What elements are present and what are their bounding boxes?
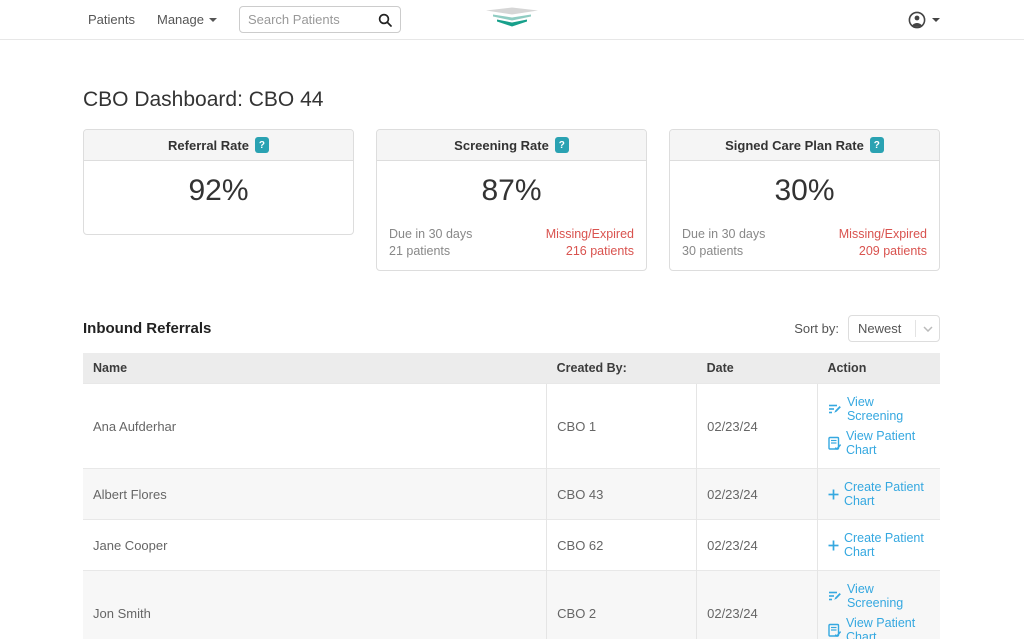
referrals-table-body: Ana Aufderhar CBO 1 02/23/24 View Screen… xyxy=(83,383,940,639)
chevron-down-icon xyxy=(932,17,940,22)
create-patient-chart-link[interactable]: Create Patient Chart xyxy=(828,477,930,511)
missing-label: Missing/Expired xyxy=(545,227,634,241)
cell-actions: Create Patient Chart xyxy=(816,519,940,571)
card-header: Screening Rate ? xyxy=(377,130,646,161)
view-screening-link[interactable]: View Screening xyxy=(828,579,930,613)
due-stat: Due in 30 days 21 patients xyxy=(389,226,472,260)
view-screening-link[interactable]: View Screening xyxy=(828,392,930,426)
cell-name: Albert Flores xyxy=(83,468,547,520)
care-plan-rate-value: 30% xyxy=(774,174,835,207)
card-stats: Due in 30 days 21 patients Missing/Expir… xyxy=(377,224,646,270)
col-created-by: Created By: xyxy=(546,353,697,384)
card-title: Screening Rate xyxy=(454,137,549,153)
missing-stat: Missing/Expired 209 patients xyxy=(839,226,927,260)
action-label: Create Patient Chart xyxy=(843,531,924,559)
plus-icon xyxy=(828,540,839,550)
col-name: Name xyxy=(83,353,547,384)
due-label: Due in 30 days xyxy=(682,227,766,241)
card-title: Signed Care Plan Rate xyxy=(725,137,864,153)
cell-created-by: CBO 43 xyxy=(546,468,697,520)
create-patient-chart-link[interactable]: Create Patient Chart xyxy=(828,528,930,562)
nav-patients[interactable]: Patients xyxy=(88,12,135,27)
action-label: Create Patient Chart xyxy=(843,480,924,508)
cell-date: 02/23/24 xyxy=(696,519,818,571)
due-count: 21 patients xyxy=(389,244,451,258)
plus-icon xyxy=(828,489,839,499)
table-header-row: Name Created By: Date Action xyxy=(83,353,940,384)
missing-label: Missing/Expired xyxy=(838,227,927,241)
patient-search xyxy=(238,6,401,33)
cell-created-by: CBO 1 xyxy=(546,383,697,469)
due-count: 30 patients xyxy=(682,244,744,258)
card-header: Signed Care Plan Rate ? xyxy=(670,130,939,161)
action-label: View Patient Chart xyxy=(845,616,916,639)
help-icon[interactable]: ? xyxy=(254,137,269,153)
patient-chart-icon xyxy=(828,436,841,450)
cell-actions: Create Patient Chart xyxy=(816,468,940,520)
action-label: View Screening xyxy=(846,395,904,423)
cell-name: Jon Smith xyxy=(83,570,547,639)
user-icon xyxy=(908,11,926,28)
cell-name: Ana Aufderhar xyxy=(83,383,547,469)
sort-label: Sort by: xyxy=(794,321,839,336)
nav-manage[interactable]: Manage xyxy=(157,12,217,27)
cell-date: 02/23/24 xyxy=(696,468,818,520)
top-navbar: Patients Manage xyxy=(0,0,1024,40)
table-row: Jon Smith CBO 2 02/23/24 View Screening V… xyxy=(83,570,940,639)
view-patient-chart-link[interactable]: View Patient Chart xyxy=(828,426,930,460)
missing-count: 216 patients xyxy=(565,244,634,258)
cell-actions: View Screening View Patient Chart xyxy=(816,570,940,639)
referrals-heading: Inbound Referrals xyxy=(83,320,212,337)
screening-icon xyxy=(828,404,841,413)
referral-rate-value: 92% xyxy=(188,174,249,207)
cell-created-by: CBO 62 xyxy=(546,519,697,571)
main-content: CBO Dashboard: CBO 44 Referral Rate ? 92… xyxy=(83,88,940,639)
care-plan-rate-card: Signed Care Plan Rate ? 30% Due in 30 da… xyxy=(669,129,940,271)
sort-control: Sort by: Newest xyxy=(794,315,940,342)
patient-chart-icon xyxy=(828,623,841,637)
action-label: View Patient Chart xyxy=(845,429,916,457)
card-stats: Due in 30 days 30 patients Missing/Expir… xyxy=(670,224,939,270)
referrals-section-bar: Inbound Referrals Sort by: Newest xyxy=(83,315,940,342)
page-title: CBO Dashboard: CBO 44 xyxy=(83,88,324,111)
sort-value: Newest xyxy=(858,321,902,336)
missing-count: 209 patients xyxy=(858,244,927,258)
screening-icon xyxy=(828,591,841,600)
due-stat: Due in 30 days 30 patients xyxy=(682,226,765,260)
card-title: Referral Rate xyxy=(168,137,249,153)
screening-rate-card: Screening Rate ? 87% Due in 30 days 21 p… xyxy=(376,129,647,271)
col-date: Date xyxy=(696,353,818,384)
cell-actions: View Screening View Patient Chart xyxy=(816,383,940,469)
table-row: Jane Cooper CBO 62 02/23/24 Create Patie… xyxy=(83,519,940,571)
missing-stat: Missing/Expired 216 patients xyxy=(546,226,634,260)
help-icon[interactable]: ? xyxy=(554,137,569,153)
chevron-down-icon xyxy=(915,320,939,337)
card-header: Referral Rate ? xyxy=(84,130,353,161)
help-icon[interactable]: ? xyxy=(869,137,884,153)
view-patient-chart-link[interactable]: View Patient Chart xyxy=(828,613,930,639)
referrals-table: Name Created By: Date Action Ana Aufderh… xyxy=(83,353,940,639)
search-icon[interactable] xyxy=(378,13,392,27)
screening-rate-value: 87% xyxy=(481,174,542,207)
table-row: Albert Flores CBO 43 02/23/24 Create Pat… xyxy=(83,468,940,520)
cell-date: 02/23/24 xyxy=(696,570,818,639)
search-input[interactable] xyxy=(247,12,378,27)
cell-name: Jane Cooper xyxy=(83,519,547,571)
due-label: Due in 30 days xyxy=(389,227,473,241)
cell-date: 02/23/24 xyxy=(696,383,818,469)
cell-created-by: CBO 2 xyxy=(546,570,697,639)
app-logo-icon[interactable] xyxy=(485,6,539,33)
nav-manage-label: Manage xyxy=(156,12,204,27)
col-action: Action xyxy=(817,353,940,384)
table-row: Ana Aufderhar CBO 1 02/23/24 View Screen… xyxy=(83,383,940,469)
user-menu[interactable] xyxy=(908,11,940,29)
stat-cards: Referral Rate ? 92% Screening Rate ? 87%… xyxy=(83,129,940,271)
chevron-down-icon xyxy=(208,17,217,22)
action-label: View Screening xyxy=(846,582,904,610)
sort-select[interactable]: Newest xyxy=(848,315,940,342)
referral-rate-card: Referral Rate ? 92% xyxy=(83,129,354,235)
